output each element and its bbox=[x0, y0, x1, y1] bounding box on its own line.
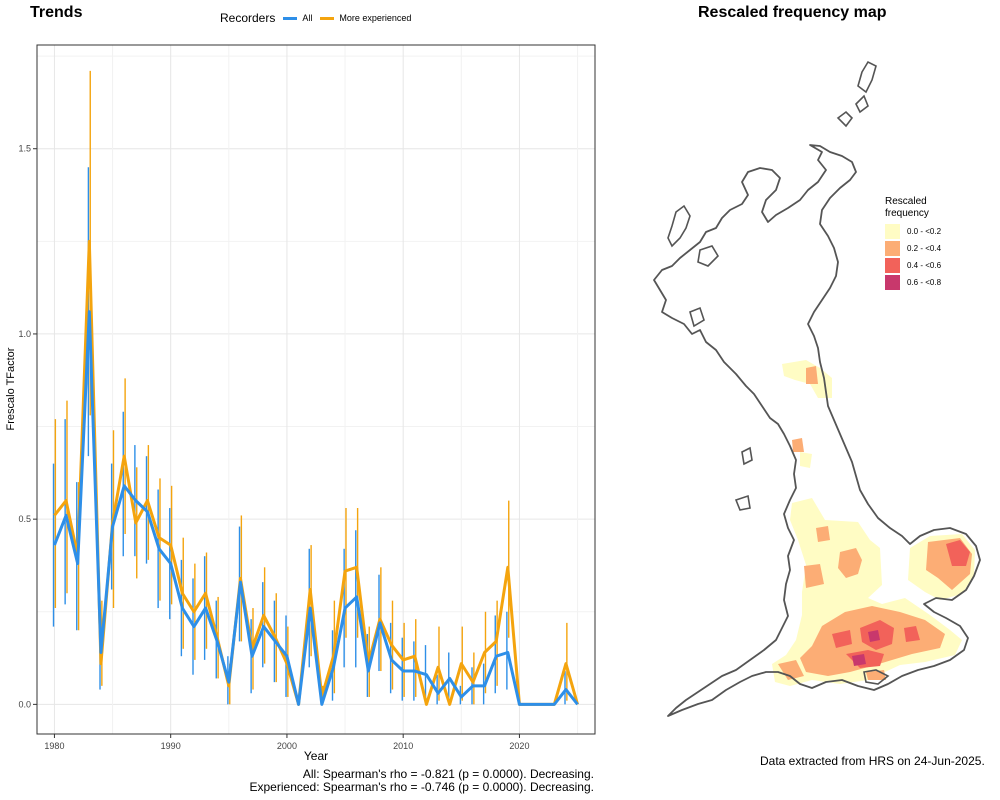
isle-of-man-outline bbox=[741, 446, 753, 466]
map-legend-item: 0.0 - <0.2 bbox=[885, 223, 941, 240]
western-isles-outline bbox=[667, 204, 691, 248]
y-axis-label: Frescalo TFactor bbox=[5, 347, 17, 430]
cell-region-mid-northwest bbox=[792, 438, 804, 452]
map-legend-swatch bbox=[885, 241, 900, 256]
map-legend-item: 0.4 - <0.6 bbox=[885, 257, 941, 274]
skye-outline bbox=[697, 245, 720, 267]
spearman-all: All: Spearman's rho = -0.821 (p = 0.0000… bbox=[302, 767, 594, 781]
y-tick-label: 1.0 bbox=[18, 329, 31, 339]
anglesey-outline bbox=[734, 494, 751, 511]
map-legend-item: 0.6 - <0.8 bbox=[885, 274, 941, 291]
cell-region-mid bbox=[804, 564, 824, 588]
map-legend-item: 0.2 - <0.4 bbox=[885, 240, 941, 257]
y-tick-label: 0.0 bbox=[18, 699, 31, 709]
great-britain-outline bbox=[653, 144, 981, 717]
x-tick-label: 2010 bbox=[393, 741, 413, 751]
shetland-outline bbox=[857, 60, 877, 94]
orkney-outline bbox=[836, 94, 869, 128]
series-legend: Recorders All More experienced bbox=[220, 11, 411, 25]
map-legend-swatch bbox=[885, 275, 900, 290]
legend-swatch-all bbox=[283, 16, 298, 20]
cell-region-low-northwest bbox=[800, 452, 812, 468]
map-legend-label: 0.0 - <0.2 bbox=[907, 227, 942, 236]
map-legend-title-line-1: Rescaled bbox=[885, 196, 927, 207]
legend-title: Recorders bbox=[220, 11, 276, 25]
trends-title: Trends bbox=[30, 4, 83, 21]
plot-border bbox=[36, 44, 596, 735]
cell-region-mid-southwest bbox=[778, 660, 804, 680]
x-tick-label: 1980 bbox=[44, 741, 64, 751]
legend-swatch-experienced bbox=[320, 16, 335, 20]
cell-region-high bbox=[946, 540, 970, 566]
islay-outline bbox=[689, 306, 705, 328]
map-legend-label: 0.6 - <0.8 bbox=[907, 278, 942, 287]
map-legend-label: 0.4 - <0.6 bbox=[907, 261, 942, 270]
series-line-all bbox=[53, 310, 579, 706]
cell-region-mid-north bbox=[806, 366, 818, 384]
map-legend: Rescaled frequency 0.0 - <0.2 0.2 - <0.4 0… bbox=[885, 196, 941, 291]
map-legend-swatch bbox=[885, 258, 900, 273]
isle-of-wight-outline bbox=[863, 669, 890, 685]
x-tick-label: 2020 bbox=[509, 741, 529, 751]
y-tick-label: 1.5 bbox=[18, 144, 31, 154]
legend-label-experienced: More experienced bbox=[339, 13, 412, 23]
map-legend-label: 0.2 - <0.4 bbox=[907, 244, 942, 253]
y-tick-label: 0.5 bbox=[18, 514, 31, 524]
data-credit: Data extracted from HRS on 24-Jun-2025. bbox=[760, 754, 985, 768]
map-legend-title-line-2: frequency bbox=[885, 208, 929, 219]
cell-region-mid bbox=[816, 526, 830, 542]
cell-region-top bbox=[852, 654, 866, 666]
map-title: Rescaled frequency map bbox=[698, 4, 887, 21]
frequency-cells bbox=[772, 360, 975, 686]
cell-region-high bbox=[904, 626, 920, 642]
spearman-experienced: Experienced: Spearman's rho = -0.746 (p … bbox=[249, 780, 595, 794]
cell-region-top bbox=[868, 630, 880, 642]
frequency-map bbox=[653, 60, 981, 717]
map-legend-swatch bbox=[885, 224, 900, 239]
x-tick-label: 2000 bbox=[277, 741, 297, 751]
x-axis-label: Year bbox=[304, 749, 328, 763]
series-line-experienced bbox=[53, 239, 580, 706]
cell-region-mid bbox=[838, 548, 862, 578]
x-tick-label: 1990 bbox=[161, 741, 181, 751]
legend-label-all: All bbox=[302, 13, 313, 23]
cell-region-high bbox=[832, 630, 852, 648]
